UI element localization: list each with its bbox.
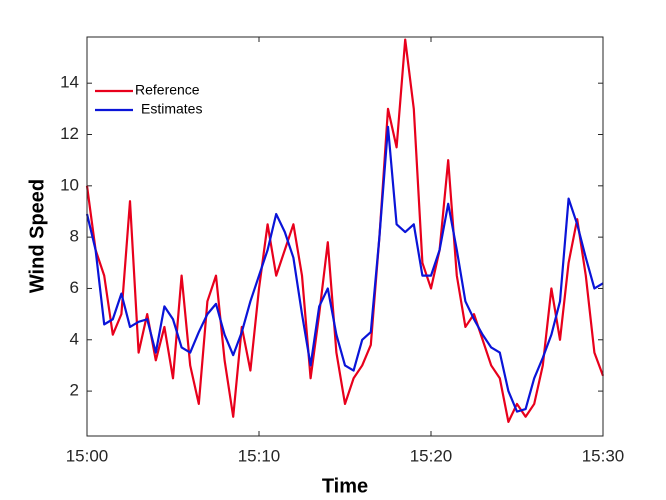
y-axis-label: Wind Speed: [26, 179, 48, 293]
x-tick-label: 15:20: [410, 446, 453, 465]
y-tick-label: 6: [70, 278, 79, 297]
x-axis-label: Time: [322, 475, 368, 497]
y-tick-label: 12: [60, 124, 79, 143]
series-line: [85, 125, 604, 413]
x-tick-label: 15:10: [238, 446, 281, 465]
x-tick-label: 15:00: [66, 446, 109, 465]
y-tick-label: 2: [70, 381, 79, 400]
series-line: [85, 38, 605, 423]
x-tick-label: 15:30: [582, 446, 625, 465]
axes-box: [86, 36, 604, 437]
y-tick-label: 4: [70, 329, 79, 348]
y-tick-label: 14: [60, 73, 79, 92]
y-tick-label: 8: [70, 227, 79, 246]
legend-label: Estimates: [141, 101, 202, 117]
legend-label: Reference: [135, 82, 200, 98]
y-tick-label: 10: [60, 175, 79, 194]
